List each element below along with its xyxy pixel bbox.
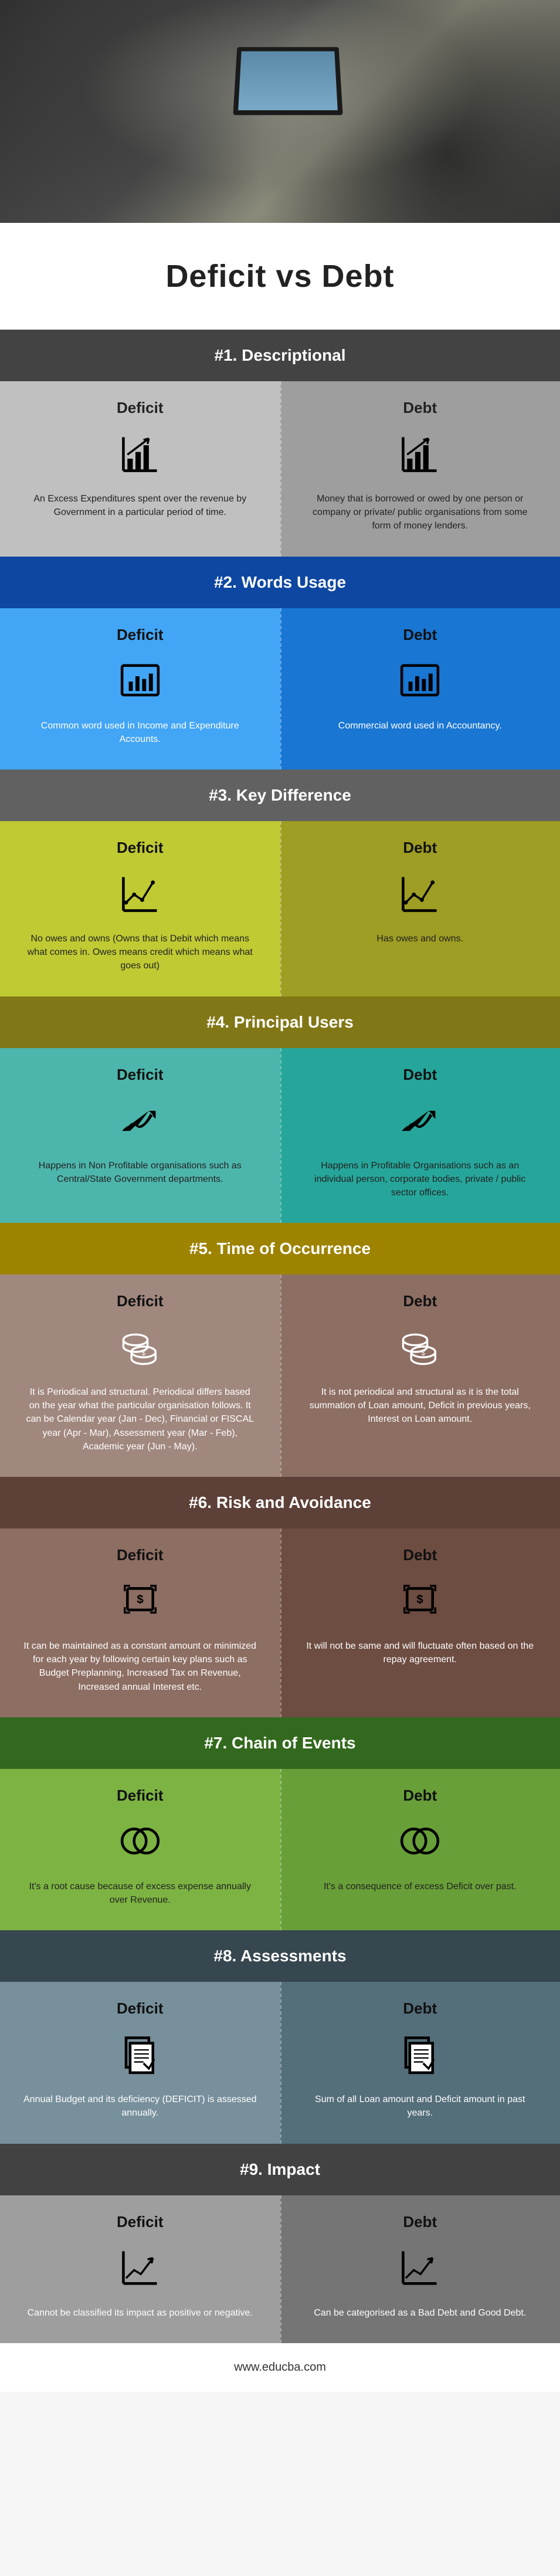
column-title-right: Debt <box>304 1999 537 2018</box>
dollar-box-icon <box>23 1575 257 1628</box>
column-title-left: Deficit <box>23 399 257 417</box>
column-title-right: Debt <box>304 1292 537 1310</box>
section-header-5: #5. Time of Occurrence <box>0 1223 560 1275</box>
column-title-left: Deficit <box>23 1787 257 1805</box>
section-body-7: Deficit It's a root cause because of exce… <box>0 1769 560 1930</box>
column-title-right: Debt <box>304 626 537 644</box>
column-title-right: Debt <box>304 399 537 417</box>
column-desc-left: No owes and owns (Owns that is Debit whi… <box>23 932 257 973</box>
column-right: Debt Commercial word used in Accountancy. <box>280 608 560 770</box>
column-left: Deficit An Excess Expenditures spent over… <box>0 381 280 557</box>
section-header-6: #6. Risk and Avoidance <box>0 1477 560 1528</box>
column-left: Deficit Cannot be classified its impact a… <box>0 2195 280 2343</box>
column-left: Deficit No owes and owns (Owns that is De… <box>0 821 280 996</box>
hero-image <box>0 0 560 223</box>
section-body-8: Deficit Annual Budget and its deficiency … <box>0 1982 560 2143</box>
column-title-right: Debt <box>304 2213 537 2231</box>
footer-url: www.educba.com <box>0 2343 560 2392</box>
section-body-3: Deficit No owes and owns (Owns that is De… <box>0 821 560 996</box>
column-title-left: Deficit <box>23 626 257 644</box>
trend-icon <box>23 2242 257 2294</box>
section-header-8: #8. Assessments <box>0 1930 560 1982</box>
sections-container: #1. Descriptional Deficit An Excess Expend… <box>0 330 560 2343</box>
arrow-up-icon <box>23 1094 257 1147</box>
column-title-left: Deficit <box>23 1066 257 1084</box>
column-desc-right: Happens in Profitable Organisations such… <box>304 1159 537 1200</box>
venn-icon <box>23 1815 257 1868</box>
section-body-2: Deficit Common word used in Income and Ex… <box>0 608 560 770</box>
section-header-4: #4. Principal Users <box>0 996 560 1048</box>
bar-box-icon <box>304 655 537 707</box>
section-header-7: #7. Chain of Events <box>0 1717 560 1769</box>
column-right: Debt It is not periodical and structural … <box>280 1275 560 1477</box>
column-left: Deficit Common word used in Income and Ex… <box>0 608 280 770</box>
infographic-root: Deficit vs Debt #1. DescriptionalDeficit… <box>0 0 560 2392</box>
column-desc-left: Common word used in Income and Expenditu… <box>23 719 257 746</box>
bar-up-icon <box>23 428 257 480</box>
column-right: Debt Has owes and owns. <box>280 821 560 996</box>
column-title-right: Debt <box>304 1066 537 1084</box>
section-body-6: Deficit It can be maintained as a constan… <box>0 1528 560 1717</box>
hero-laptop-shape <box>233 47 342 115</box>
column-right: Debt Happens in Profitable Organisations … <box>280 1048 560 1223</box>
section-header-3: #3. Key Difference <box>0 770 560 821</box>
column-right: Debt It's a consequence of excess Deficit… <box>280 1769 560 1930</box>
doc-icon <box>23 2028 257 2081</box>
section-body-5: Deficit It is Periodical and structural. … <box>0 1275 560 1477</box>
column-title-left: Deficit <box>23 1999 257 2018</box>
column-desc-left: An Excess Expenditures spent over the re… <box>23 492 257 519</box>
column-desc-left: Cannot be classified its impact as posit… <box>23 2306 257 2320</box>
column-desc-left: Annual Budget and its deficiency (DEFICI… <box>23 2093 257 2120</box>
coins-icon <box>23 1321 257 1374</box>
arrow-up-icon <box>304 1094 537 1147</box>
column-desc-right: Commercial word used in Accountancy. <box>304 719 537 733</box>
column-desc-right: Can be categorised as a Bad Debt and Goo… <box>304 2306 537 2320</box>
section-header-1: #1. Descriptional <box>0 330 560 381</box>
dollar-box-icon <box>304 1575 537 1628</box>
bar-box-icon <box>23 655 257 707</box>
column-desc-left: Happens in Non Profitable organisations … <box>23 1159 257 1186</box>
section-body-1: Deficit An Excess Expenditures spent over… <box>0 381 560 557</box>
column-desc-left: It is Periodical and structural. Periodi… <box>23 1385 257 1453</box>
doc-icon <box>304 2028 537 2081</box>
column-title-left: Deficit <box>23 2213 257 2231</box>
column-title-left: Deficit <box>23 839 257 857</box>
column-desc-left: It's a root cause because of excess expe… <box>23 1880 257 1907</box>
column-left: Deficit It can be maintained as a constan… <box>0 1528 280 1717</box>
bar-up-icon <box>304 428 537 480</box>
column-desc-right: Sum of all Loan amount and Deficit amoun… <box>304 2093 537 2120</box>
title-block: Deficit vs Debt <box>0 223 560 330</box>
column-desc-right: It is not periodical and structural as i… <box>304 1385 537 1426</box>
column-right: Debt Can be categorised as a Bad Debt and… <box>280 2195 560 2343</box>
section-header-9: #9. Impact <box>0 2144 560 2195</box>
venn-icon <box>304 1815 537 1868</box>
column-desc-right: Money that is borrowed or owed by one pe… <box>304 492 537 533</box>
column-left: Deficit Annual Budget and its deficiency … <box>0 1982 280 2143</box>
column-title-right: Debt <box>304 839 537 857</box>
column-desc-left: It can be maintained as a constant amoun… <box>23 1639 257 1694</box>
column-desc-right: Has owes and owns. <box>304 932 537 945</box>
column-left: Deficit It is Periodical and structural. … <box>0 1275 280 1477</box>
column-desc-right: It's a consequence of excess Deficit ove… <box>304 1880 537 1893</box>
column-right: Debt Sum of all Loan amount and Deficit a… <box>280 1982 560 2143</box>
column-right: Debt Money that is borrowed or owed by on… <box>280 381 560 557</box>
column-title-right: Debt <box>304 1787 537 1805</box>
line-chart-icon <box>304 867 537 920</box>
main-title: Deficit vs Debt <box>12 258 548 294</box>
column-title-left: Deficit <box>23 1292 257 1310</box>
section-body-4: Deficit Happens in Non Profitable organis… <box>0 1048 560 1223</box>
column-desc-right: It will not be same and will fluctuate o… <box>304 1639 537 1666</box>
section-header-2: #2. Words Usage <box>0 557 560 608</box>
column-left: Deficit It's a root cause because of exce… <box>0 1769 280 1930</box>
trend-icon <box>304 2242 537 2294</box>
line-chart-icon <box>23 867 257 920</box>
section-body-9: Deficit Cannot be classified its impact a… <box>0 2195 560 2343</box>
column-left: Deficit Happens in Non Profitable organis… <box>0 1048 280 1223</box>
column-right: Debt It will not be same and will fluctua… <box>280 1528 560 1717</box>
column-title-left: Deficit <box>23 1546 257 1564</box>
coins-icon <box>304 1321 537 1374</box>
column-title-right: Debt <box>304 1546 537 1564</box>
